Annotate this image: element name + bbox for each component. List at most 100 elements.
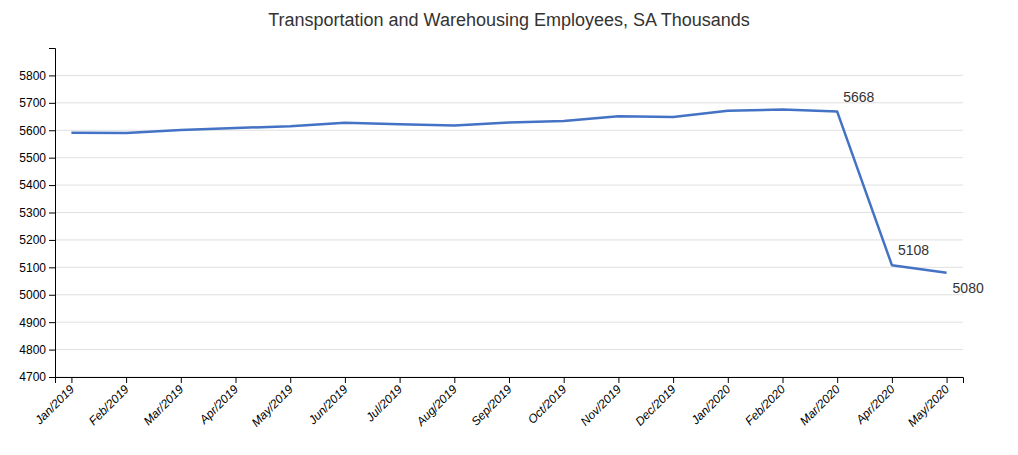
tick-mark [49,75,55,76]
tick-label: Feb/2019 [86,382,132,428]
tick-label: May/2019 [249,382,296,429]
grid-line [55,185,963,186]
x-tick: Feb/2019 [86,377,132,428]
x-tick: Feb/2020 [742,377,788,428]
tick-label: 5000 [19,288,46,302]
tick-label: Mar/2019 [141,382,187,428]
tick-mark [49,213,55,214]
tick-label: 5300 [19,206,46,220]
x-tick: Dec/2019 [632,377,678,429]
tick-label: 5700 [19,96,46,110]
marks [71,109,946,272]
tick-mark [509,377,510,383]
grid-line [55,212,963,213]
x-axis: Jan/2019Feb/2019Mar/2019Apr/2019May/2019… [31,377,963,430]
tick-label: 4900 [19,316,46,330]
axis-line [56,378,964,384]
tick-label: Aug/2019 [413,382,460,429]
tick-mark [892,377,893,383]
tick-mark [782,377,783,383]
grid-line [55,322,963,323]
grid [55,75,963,377]
x-tick: Jul/2019 [363,377,406,425]
y-tick: 5000 [19,288,55,302]
tick-mark [400,377,401,383]
tick-label: Jan/2019 [31,382,77,428]
y-tick: 5700 [19,96,55,110]
plot: 4700 4800 4900 5000 5100 5200 5300 5400 5500 5600… [19,49,984,430]
grid-line [55,102,963,103]
tick-label: 5600 [19,124,46,138]
axis-line [49,49,56,378]
tick-label: Apr/2020 [852,382,897,427]
tick-label: Apr/2019 [196,382,241,427]
annotation: 5668 [843,89,874,105]
x-tick: Apr/2020 [852,377,897,427]
tick-label: Jul/2019 [363,382,406,425]
tick-mark [71,377,72,383]
tick-label: 4700 [19,370,46,384]
annotation: 5108 [898,242,929,258]
x-tick: Aug/2019 [413,377,460,429]
tick-mark [49,185,55,186]
tick-label: Feb/2020 [742,382,788,428]
tick-label: May/2020 [905,382,952,429]
title: Transportation and Warehousing Employees… [268,10,750,30]
annotations: 5668 5108 5080 [843,89,984,296]
tick-mark [618,377,619,383]
x-tick: Oct/2019 [525,377,570,427]
x-tick: May/2020 [905,377,952,430]
tick-mark [345,377,346,383]
x-tick: Jun/2019 [305,377,351,428]
tick-label: Mar/2020 [797,382,843,428]
grid-line [55,294,963,295]
tick-mark [49,322,55,323]
grid-line [55,157,963,158]
tick-label: 4800 [19,343,46,357]
tick-label: Sep/2019 [468,382,514,428]
line [71,109,946,272]
grid-line [55,75,963,76]
grid-line [55,239,963,240]
tick-label: 5500 [19,151,46,165]
tick-label: Jan/2020 [688,382,734,428]
x-tick: Jan/2019 [31,377,77,428]
grid-line [55,349,963,350]
y-tick: 4700 [19,370,55,384]
tick-mark [454,377,455,383]
tick-mark [49,158,55,159]
x-tick: Mar/2020 [797,377,843,428]
x-tick: Jan/2020 [688,377,734,428]
y-tick: 5400 [19,178,55,192]
tick-mark [49,350,55,351]
tick-label: 5800 [19,69,46,83]
tick-label: Jun/2019 [305,382,351,428]
tick-mark [49,103,55,104]
tick-mark [728,377,729,383]
chart: 4700 4800 4900 5000 5100 5200 5300 5400 5500 5600… [0,0,1018,455]
tick-label: Oct/2019 [525,382,570,427]
x-tick: Nov/2019 [578,377,624,429]
y-axis: 4700 4800 4900 5000 5100 5200 5300 5400 5500 5600… [19,49,55,385]
x-tick: Mar/2019 [141,377,187,428]
tick-mark [49,240,55,241]
tick-label: 5100 [19,261,46,275]
y-tick: 5600 [19,124,55,138]
tick-mark [49,377,55,378]
tick-label: Dec/2019 [632,382,678,428]
y-tick: 5200 [19,233,55,247]
tick-label: 5200 [19,233,46,247]
annotation: 5080 [953,280,984,296]
y-tick: 4900 [19,316,55,330]
grid-line [55,267,963,268]
tick-mark [673,377,674,383]
tick-mark [236,377,237,383]
x-tick: Sep/2019 [468,377,514,429]
y-tick: 4800 [19,343,55,357]
y-tick: 5500 [19,151,55,165]
y-tick: 5800 [19,69,55,83]
tick-mark [564,377,565,383]
tick-mark [947,377,948,383]
tick-label: 5400 [19,178,46,192]
y-tick: 5100 [19,261,55,275]
